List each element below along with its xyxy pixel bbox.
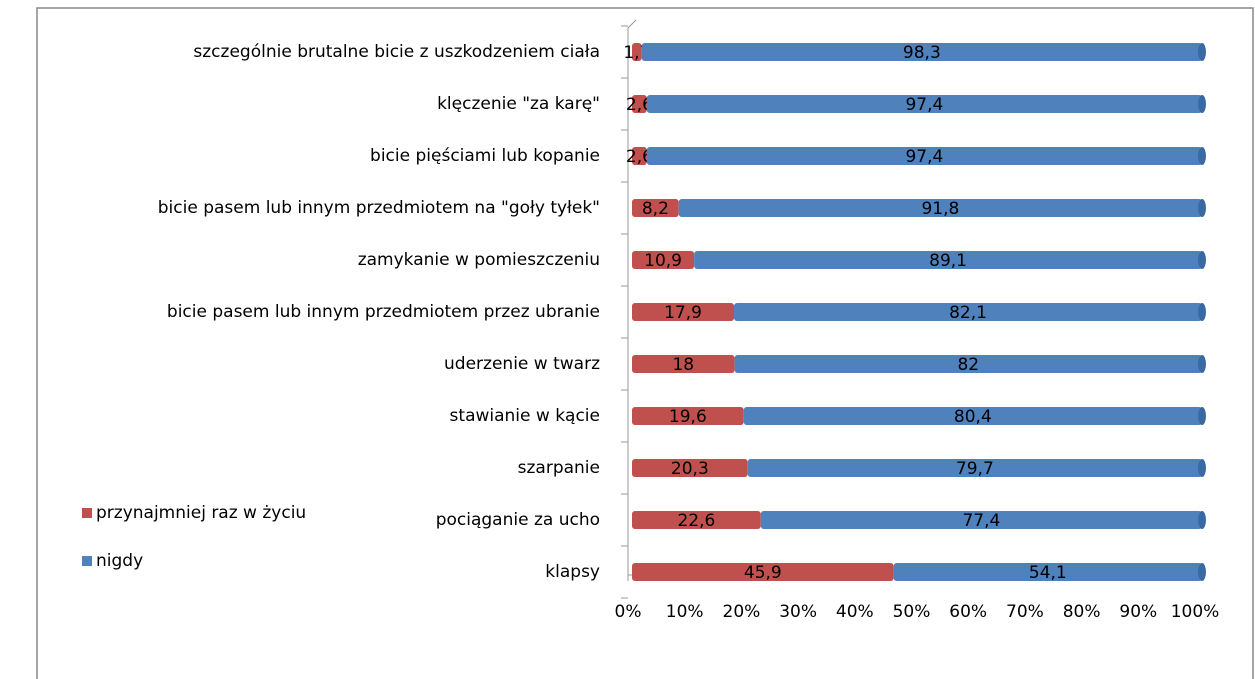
y-tick-label: bicie pasem lub innym przedmiotem na "go…: [158, 198, 600, 218]
data-label: 98,3: [903, 43, 941, 63]
bar-segment: [632, 147, 647, 165]
bar-segment: [694, 251, 1202, 269]
bar-segment: [632, 355, 735, 373]
data-label: 97,4: [905, 147, 943, 167]
x-tick-label: 100%: [1171, 602, 1220, 622]
y-tick-label: stawianie w kącie: [450, 406, 600, 426]
x-tick-label: 20%: [723, 602, 761, 622]
legend-label: przynajmniej raz w życiu: [96, 503, 306, 523]
bar-segment: [632, 251, 695, 269]
y-tick-label: zamykanie w pomieszczeniu: [358, 250, 600, 270]
bar-cap: [1198, 459, 1206, 477]
data-label: 45,9: [744, 563, 782, 583]
bar-segment: [641, 43, 1202, 61]
data-label: 97,4: [905, 95, 943, 115]
bar-segment: [632, 199, 679, 217]
y-tick-label: klapsy: [545, 562, 600, 582]
bar-segment: [747, 459, 1202, 477]
y-tick-label: uderzenie w twarz: [444, 354, 600, 374]
data-label: 82: [957, 355, 979, 375]
data-label: 18: [672, 355, 694, 375]
y-tick-label: szarpanie: [518, 458, 600, 478]
data-label: 17,9: [664, 303, 702, 323]
bar-segment: [893, 563, 1202, 581]
y-tick-label: pociąganie za ucho: [436, 510, 600, 530]
data-label: 54,1: [1029, 563, 1067, 583]
data-label: 22,6: [677, 511, 715, 531]
data-label: 91,8: [921, 199, 959, 219]
x-tick-label: 40%: [836, 602, 874, 622]
bar-segment: [646, 95, 1202, 113]
y-tick-label: klęczenie "za karę": [437, 94, 600, 114]
y-tick-label: szczególnie brutalne bicie z uszkodzenie…: [193, 42, 600, 62]
data-label: 19,6: [669, 407, 707, 427]
x-tick-label: 70%: [1006, 602, 1044, 622]
bar-segment: [743, 407, 1202, 425]
data-label: 2,6: [626, 95, 653, 115]
y-tick-label: bicie pięściami lub kopanie: [370, 146, 600, 166]
bar-cap: [1198, 43, 1206, 61]
bar-segment: [632, 95, 647, 113]
bar-cap: [1198, 147, 1206, 165]
bar-segment: [760, 511, 1202, 529]
data-label: 82,1: [949, 303, 987, 323]
bar-cap: [1198, 199, 1206, 217]
bar-cap: [1198, 511, 1206, 529]
y-tick-label: bicie pasem lub innym przedmiotem przez …: [167, 302, 600, 322]
legend-label: nigdy: [96, 551, 143, 571]
bar-cap: [1198, 251, 1206, 269]
x-tick-label: 10%: [666, 602, 704, 622]
bar-segment: [734, 355, 1202, 373]
bar-segment: [632, 563, 894, 581]
data-label: 8,2: [642, 199, 669, 219]
data-label: 2,6: [626, 147, 653, 167]
x-tick-label: 80%: [1063, 602, 1101, 622]
data-label: 20,3: [671, 459, 709, 479]
data-label: 79,7: [956, 459, 994, 479]
data-label: 77,4: [962, 511, 1000, 531]
x-tick-label: 60%: [949, 602, 987, 622]
legend-swatch: [82, 556, 92, 566]
bar-cap: [1198, 95, 1206, 113]
legend-swatch: [82, 508, 92, 518]
x-tick-label: 50%: [893, 602, 931, 622]
bar-segment: [632, 459, 748, 477]
bar-cap: [1198, 563, 1206, 581]
bar-segment: [678, 199, 1202, 217]
bar-cap: [1198, 355, 1206, 373]
bar-segment: [646, 147, 1202, 165]
bar-segment: [632, 407, 744, 425]
bar-segment: [632, 43, 642, 61]
bar-segment: [734, 303, 1202, 321]
x-tick-label: 30%: [779, 602, 817, 622]
bar-segment: [632, 511, 761, 529]
bar-cap: [1198, 303, 1206, 321]
bar-segment: [632, 303, 735, 321]
data-label: 89,1: [929, 251, 967, 271]
x-tick-label: 90%: [1119, 602, 1157, 622]
x-tick-label: 0%: [615, 602, 642, 622]
wall: [627, 19, 637, 575]
chart-frame: [36, 7, 1254, 679]
data-label: 10,9: [644, 251, 682, 271]
bar-cap: [1198, 407, 1206, 425]
data-label: 80,4: [954, 407, 992, 427]
